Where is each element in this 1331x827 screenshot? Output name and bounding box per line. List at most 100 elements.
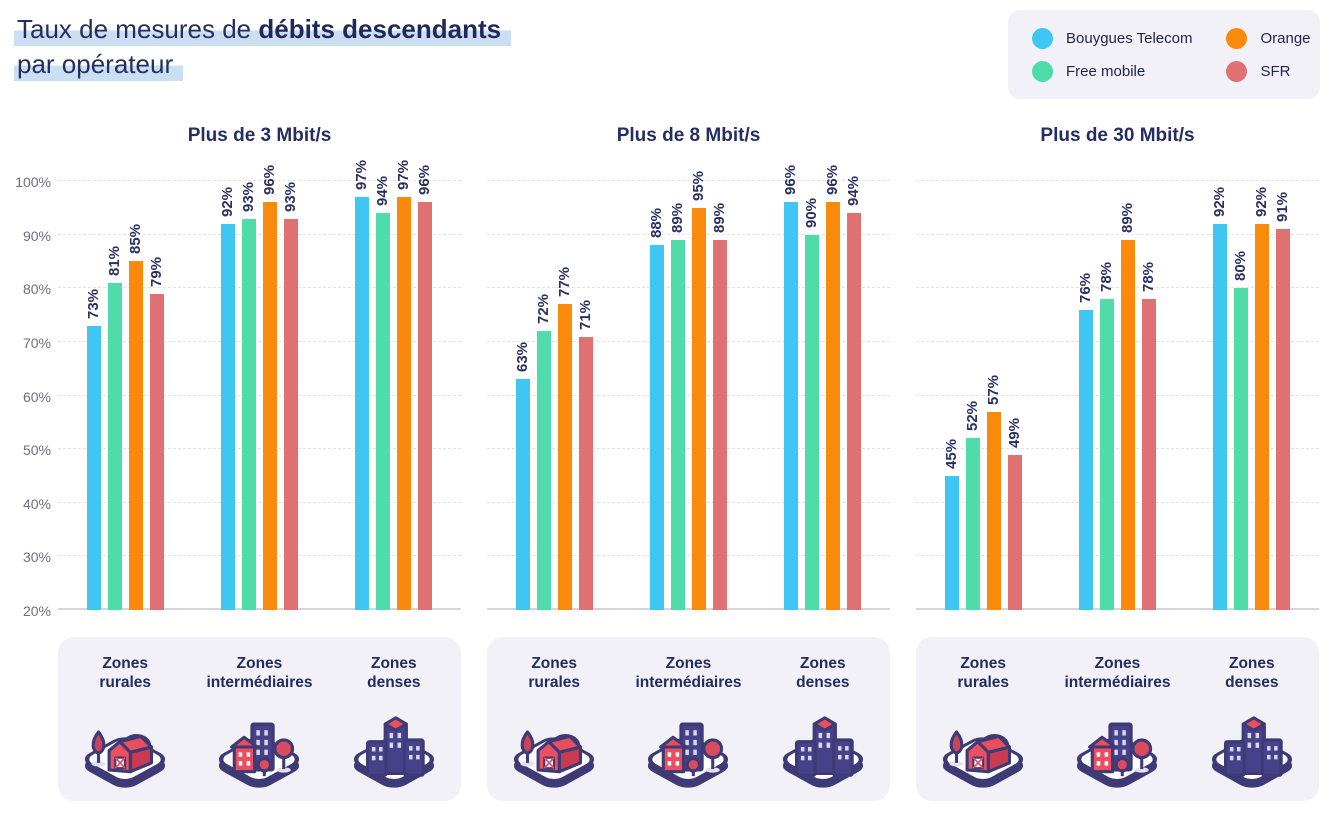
- y-tick-50: 50%: [22, 442, 51, 459]
- legend-label: Free mobile: [1066, 62, 1146, 80]
- bar-sfr-zones-rurales: [578, 336, 593, 610]
- bar-group-zones-interm-diaires: 88% 89% 95% 89%: [648, 171, 728, 610]
- gridline-80: [487, 287, 890, 289]
- bar-value-label: 94%: [845, 176, 863, 207]
- zone-icon-box: [58, 702, 192, 797]
- bar-value-label: 97%: [353, 160, 371, 191]
- zone-icon-box: [1185, 702, 1319, 797]
- bar-slot: 49%: [1006, 181, 1023, 610]
- bar-slot: 95%: [690, 171, 707, 610]
- chart-plus-de-3-mbits: Plus de 3 Mbit/s 73% 81% 85% 79% 92% 93% 96% 93…: [58, 125, 461, 801]
- bar-groups: 73% 81% 85% 79% 92% 93% 96% 93% 97% 94% 97% 96%: [58, 160, 461, 610]
- zone-label: Zones intermédiaires: [206, 655, 313, 691]
- zone-interm-diaires: Zones intermédiaires: [621, 654, 755, 801]
- town-icon: [219, 722, 300, 788]
- y-tick-30: 30%: [22, 549, 51, 566]
- bar-sfr-zones-interm-diaires: [1141, 298, 1156, 610]
- zone-denses: Zones denses: [327, 654, 461, 801]
- bar-slot: 63%: [513, 181, 531, 610]
- legend-item-bouygues-telecom: Bouygues Telecom: [1032, 27, 1193, 49]
- bar-group-zones-denses: 92% 80% 92% 91%: [1211, 181, 1292, 610]
- legend-item-sfr: SFR: [1226, 60, 1310, 82]
- bar-slot: 90%: [803, 181, 820, 610]
- bar-slot: 78%: [1098, 181, 1115, 610]
- bar-groups: 45% 52% 57% 49% 76% 78% 89% 78% 92% 80% 92% 91%: [916, 181, 1319, 610]
- bar-group-zones-interm-diaires: 92% 93% 96% 93%: [219, 165, 299, 610]
- bar-group-zones-rurales: 45% 52% 57% 49%: [942, 181, 1023, 610]
- bar-slot: 97%: [353, 160, 370, 610]
- bar-value-label: 96%: [824, 165, 842, 196]
- y-axis: 100% 90% 80% 70% 60% 50% 40% 30% 20%: [14, 174, 58, 619]
- zone-label: Zones rurales: [528, 655, 581, 691]
- bar-slot: 45%: [942, 181, 960, 610]
- bar-orange-zones-denses: [397, 197, 412, 610]
- city-icon: [353, 716, 434, 788]
- zone-rurales: Zones rurales: [487, 654, 621, 801]
- bar-orange-zones-interm-diaires: [262, 202, 277, 610]
- bar-orange-zones-interm-diaires: [1120, 240, 1135, 610]
- bar-slot: 96%: [261, 165, 278, 610]
- bar-bouygues-telecom-zones-denses: [784, 202, 799, 610]
- bar-value-label: 85%: [126, 224, 144, 255]
- bar-slot: 97%: [395, 160, 412, 610]
- zone-icon-box: [621, 702, 755, 797]
- bar-value-label: 95%: [689, 170, 707, 201]
- bar-bouygues-telecom-zones-denses: [1213, 223, 1228, 610]
- bar-value-label: 91%: [1274, 192, 1292, 223]
- zone-label: Zones denses: [796, 655, 850, 691]
- bar-bouygues-telecom-zones-interm-diaires: [649, 245, 664, 610]
- bar-value-label: 45%: [942, 438, 960, 469]
- chart-plus-de-8-mbits: Plus de 8 Mbit/s 63% 72% 77% 71% 88% 89% 95% 89…: [487, 125, 890, 801]
- bar-value-label: 89%: [710, 202, 728, 234]
- zone-label: Zones denses: [367, 655, 421, 691]
- zones-panel: Zones rurales Zones intermédiaires Zones dens…: [916, 637, 1319, 801]
- gridline-40: [487, 501, 890, 503]
- bar-free-mobile-zones-interm-diaires: [241, 218, 256, 610]
- bar-value-label: 76%: [1076, 272, 1094, 303]
- gridline-70: [487, 340, 890, 342]
- bar-free-mobile-zones-denses: [376, 213, 391, 610]
- bar-value-label: 63%: [513, 342, 531, 373]
- zone-label: Zones rurales: [99, 655, 152, 691]
- bar-free-mobile-zones-interm-diaires: [1099, 298, 1114, 610]
- gridline-80: [58, 287, 461, 289]
- bar-slot: 57%: [985, 181, 1002, 610]
- legend-swatch-free-mobile: [1032, 60, 1053, 82]
- bar-free-mobile-zones-interm-diaires: [670, 240, 685, 610]
- gridline-40: [916, 501, 1319, 503]
- bar-slot: 93%: [240, 181, 257, 610]
- bar-group-zones-rurales: 63% 72% 77% 71%: [513, 181, 594, 610]
- y-tick-20: 20%: [22, 603, 51, 619]
- bar-sfr-zones-rurales: [149, 293, 164, 610]
- zones-panel: Zones rurales Zones intermédiaires Zones dens…: [58, 637, 461, 801]
- bar-slot: 71%: [577, 181, 594, 610]
- legend: Bouygues Telecom Free mobile Orange SFR: [1008, 10, 1320, 99]
- bar-value-label: 79%: [147, 256, 165, 287]
- y-tick-40: 40%: [22, 495, 51, 512]
- legend-label: Orange: [1260, 29, 1311, 47]
- bar-slot: 80%: [1232, 181, 1249, 610]
- gridline-50: [58, 448, 461, 450]
- bar-bouygues-telecom-zones-rurales: [86, 325, 101, 610]
- legend-label: Bouygues Telecom: [1066, 29, 1193, 47]
- legend-item-free-mobile: Free mobile: [1032, 60, 1192, 82]
- bar-groups: 63% 72% 77% 71% 88% 89% 95% 89% 96% 90% 96% 94%: [487, 165, 890, 610]
- farm-icon: [85, 730, 166, 788]
- zone-icon-box: [192, 702, 326, 797]
- gridline-30: [58, 555, 461, 557]
- bar-slot: 94%: [845, 176, 862, 610]
- bar-sfr-zones-interm-diaires: [283, 218, 298, 610]
- bar-slot: 78%: [1140, 181, 1157, 610]
- bar-group-zones-interm-diaires: 76% 78% 89% 78%: [1076, 181, 1157, 610]
- bar-value-label: 96%: [416, 165, 434, 196]
- bar-group-zones-denses: 96% 90% 96% 94%: [782, 165, 862, 610]
- page-title-bold: débits descendants: [258, 14, 502, 44]
- x-axis-baseline: [487, 608, 890, 610]
- bar-value-label: 89%: [1118, 202, 1136, 234]
- page-title-line1: Taux de mesures de débits descendants: [14, 14, 512, 46]
- bar-slot: 89%: [669, 181, 686, 610]
- bar-value-label: 96%: [260, 165, 278, 196]
- y-tick-70: 70%: [22, 334, 51, 351]
- bar-slot: 88%: [648, 181, 665, 610]
- bar-slot: 91%: [1274, 181, 1292, 610]
